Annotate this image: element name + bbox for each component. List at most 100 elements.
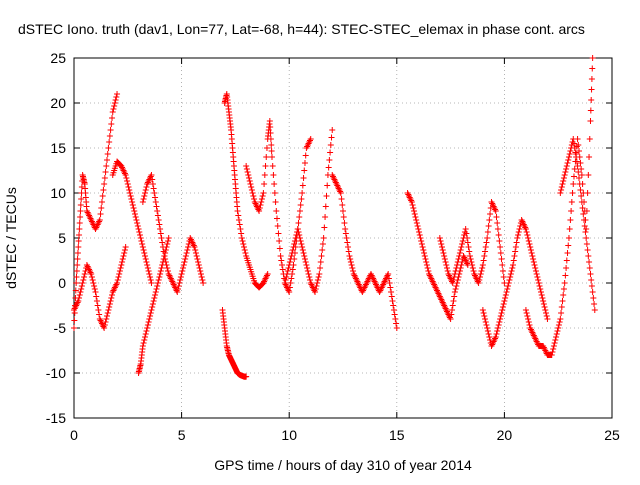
- data-point: [148, 307, 155, 313]
- data-point: [191, 244, 198, 250]
- data-point: [509, 265, 516, 271]
- data-point: [453, 283, 460, 289]
- data-point: [424, 265, 431, 271]
- data-point: [101, 181, 108, 187]
- data-point: [274, 223, 281, 229]
- data-point: [237, 226, 244, 232]
- data-point: [296, 232, 303, 238]
- data-point: [326, 157, 333, 163]
- data-point: [239, 238, 246, 244]
- data-point: [419, 244, 426, 250]
- data-point: [183, 250, 190, 256]
- data-point: [180, 262, 187, 268]
- data-point: [294, 226, 301, 232]
- y-tick-label: -5: [54, 320, 67, 336]
- data-point: [157, 268, 164, 274]
- data-point: [393, 325, 400, 331]
- data-point: [568, 199, 575, 205]
- data-point: [528, 250, 535, 256]
- data-point: [558, 310, 565, 316]
- data-point: [412, 214, 419, 220]
- data-point: [132, 214, 139, 220]
- data-point: [443, 262, 450, 268]
- data-point: [390, 307, 397, 313]
- data-point: [569, 139, 576, 145]
- data-point: [544, 316, 551, 322]
- data-point: [249, 190, 256, 196]
- data-point: [567, 148, 574, 154]
- data-point: [238, 235, 245, 241]
- data-point: [136, 232, 143, 238]
- data-point: [571, 145, 578, 151]
- data-point: [98, 199, 105, 205]
- data-point: [504, 283, 511, 289]
- data-point: [530, 256, 537, 262]
- data-point: [241, 244, 248, 250]
- data-point: [550, 343, 557, 349]
- data-point: [500, 301, 507, 307]
- data-point: [184, 247, 191, 253]
- data-point: [338, 196, 345, 202]
- data-point: [81, 271, 88, 277]
- data-point: [266, 118, 273, 124]
- data-point: [123, 175, 130, 181]
- data-point: [181, 259, 188, 265]
- data-point: [200, 280, 207, 286]
- data-point: [281, 280, 288, 286]
- data-point: [109, 292, 116, 298]
- data-point: [276, 238, 283, 244]
- data-point: [73, 280, 80, 286]
- data-point: [466, 248, 473, 255]
- data-point: [106, 301, 113, 307]
- data-point: [462, 226, 469, 232]
- data-point: [449, 302, 456, 309]
- data-point: [157, 271, 164, 277]
- data-point: [195, 259, 202, 265]
- data-point: [458, 244, 465, 250]
- data-point: [180, 265, 187, 271]
- data-point: [586, 265, 593, 271]
- data-point: [482, 319, 489, 325]
- data-point: [73, 268, 80, 274]
- data-point: [149, 304, 156, 310]
- data-point: [78, 286, 85, 292]
- data-point: [526, 241, 533, 247]
- data-point: [537, 286, 544, 292]
- data-point: [109, 115, 116, 121]
- data-point: [411, 211, 418, 217]
- data-point: [277, 253, 284, 259]
- data-point: [586, 259, 593, 265]
- data-point: [576, 175, 583, 181]
- data-point: [588, 97, 595, 103]
- data-point: [260, 190, 267, 196]
- data-point: [155, 277, 162, 283]
- data-point: [573, 154, 580, 160]
- data-point: [300, 175, 307, 181]
- data-point: [301, 160, 308, 166]
- data-point: [154, 212, 161, 219]
- data-point: [256, 208, 263, 214]
- data-point: [475, 280, 482, 286]
- data-point: [496, 319, 503, 325]
- data-point: [481, 313, 488, 319]
- data-point: [263, 154, 270, 160]
- data-point: [486, 217, 493, 223]
- data-point: [285, 265, 292, 271]
- data-point: [421, 250, 428, 256]
- data-point: [138, 238, 145, 244]
- data-point: [494, 220, 501, 226]
- data-point: [115, 274, 122, 280]
- data-point: [142, 190, 149, 196]
- data-point: [499, 304, 506, 310]
- data-point: [74, 250, 81, 256]
- data-point: [525, 235, 532, 241]
- data-point: [114, 91, 121, 97]
- data-point: [257, 202, 264, 208]
- y-tick-label: 5: [58, 230, 66, 246]
- data-point: [344, 239, 351, 246]
- series-arc-9: [281, 127, 336, 295]
- data-point: [349, 265, 356, 271]
- data-point: [329, 127, 336, 133]
- data-point: [312, 289, 319, 295]
